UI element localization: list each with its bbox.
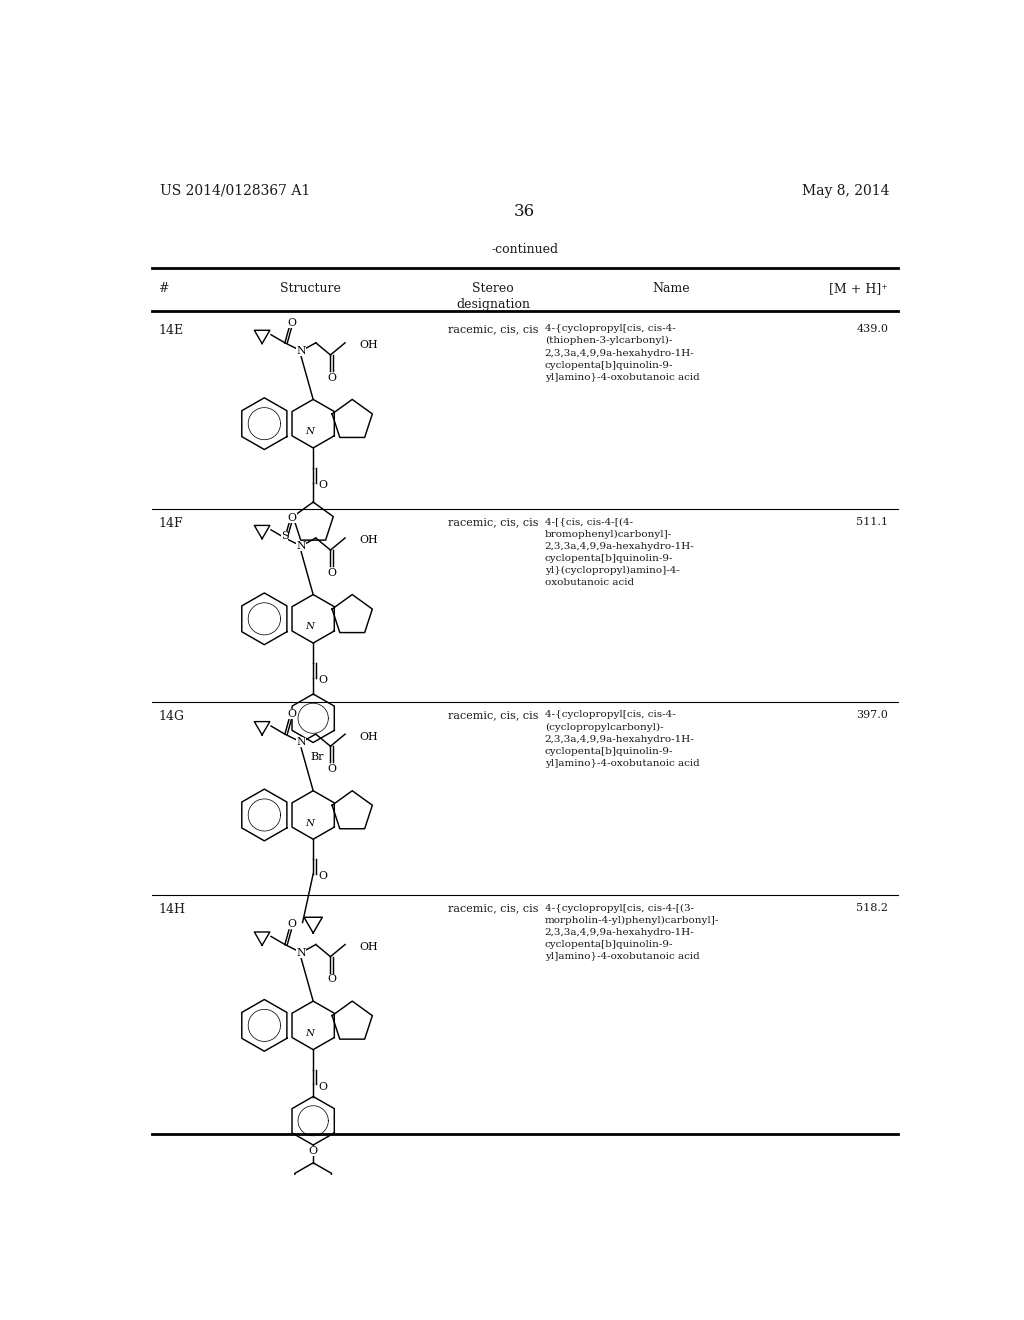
Text: OH: OH (359, 731, 378, 742)
Text: OH: OH (359, 942, 378, 952)
Text: Structure: Structure (281, 282, 341, 296)
Text: Stereo
designation: Stereo designation (456, 282, 530, 312)
Text: OH: OH (359, 341, 378, 350)
Text: N: N (305, 428, 314, 436)
Text: Br: Br (310, 752, 324, 762)
Text: 14G: 14G (158, 710, 184, 723)
Text: 518.2: 518.2 (856, 903, 888, 913)
Text: 36: 36 (514, 203, 536, 219)
Text: O: O (318, 1082, 328, 1092)
Text: racemic, cis, cis: racemic, cis, cis (447, 903, 539, 913)
Text: 4-{cyclopropyl[cis, cis-4-
(cyclopropylcarbonyl)-
2,3,3a,4,9,9a-hexahydro-1H-
cy: 4-{cyclopropyl[cis, cis-4- (cyclopropylc… (545, 710, 699, 768)
Text: O: O (318, 871, 328, 882)
Text: May 8, 2014: May 8, 2014 (803, 183, 890, 198)
Text: 4-{cyclopropyl[cis, cis-4-[(3-
morpholin-4-yl)phenyl)carbonyl]-
2,3,3a,4,9,9a-he: 4-{cyclopropyl[cis, cis-4-[(3- morpholin… (545, 903, 719, 961)
Text: O: O (318, 480, 328, 490)
Text: O: O (288, 709, 297, 719)
Text: 397.0: 397.0 (856, 710, 888, 721)
Text: S: S (281, 531, 289, 541)
Text: racemic, cis, cis: racemic, cis, cis (447, 325, 539, 334)
Text: N: N (305, 818, 314, 828)
Text: -continued: -continued (492, 243, 558, 256)
Text: US 2014/0128367 A1: US 2014/0128367 A1 (160, 183, 310, 198)
Text: O: O (327, 372, 336, 383)
Text: 14E: 14E (158, 325, 183, 337)
Text: N: N (296, 737, 306, 747)
Text: O: O (327, 568, 336, 578)
Text: [M + H]⁺: [M + H]⁺ (829, 282, 888, 296)
Text: 511.1: 511.1 (856, 517, 888, 527)
Text: N: N (296, 346, 306, 356)
Text: OH: OH (359, 536, 378, 545)
Text: O: O (318, 676, 328, 685)
Text: 439.0: 439.0 (856, 325, 888, 334)
Text: N: N (296, 541, 306, 550)
Text: 4-{cyclopropyl[cis, cis-4-
(thiophen-3-ylcarbonyl)-
2,3,3a,4,9,9a-hexahydro-1H-
: 4-{cyclopropyl[cis, cis-4- (thiophen-3-y… (545, 325, 699, 381)
Text: O: O (308, 1146, 317, 1156)
Text: N: N (305, 623, 314, 631)
Text: 14F: 14F (158, 517, 182, 531)
Text: O: O (288, 919, 297, 929)
Text: 14H: 14H (158, 903, 185, 916)
Text: O: O (288, 318, 297, 327)
Text: N: N (305, 1030, 314, 1038)
Text: 4-[{cis, cis-4-[(4-
bromophenyl)carbonyl]-
2,3,3a,4,9,9a-hexahydro-1H-
cyclopent: 4-[{cis, cis-4-[(4- bromophenyl)carbonyl… (545, 517, 694, 587)
Text: racemic, cis, cis: racemic, cis, cis (447, 517, 539, 527)
Text: N: N (296, 948, 306, 957)
Text: #: # (158, 282, 169, 296)
Text: O: O (288, 512, 297, 523)
Text: O: O (327, 764, 336, 774)
Text: racemic, cis, cis: racemic, cis, cis (447, 710, 539, 721)
Text: O: O (327, 974, 336, 985)
Text: Name: Name (653, 282, 690, 296)
